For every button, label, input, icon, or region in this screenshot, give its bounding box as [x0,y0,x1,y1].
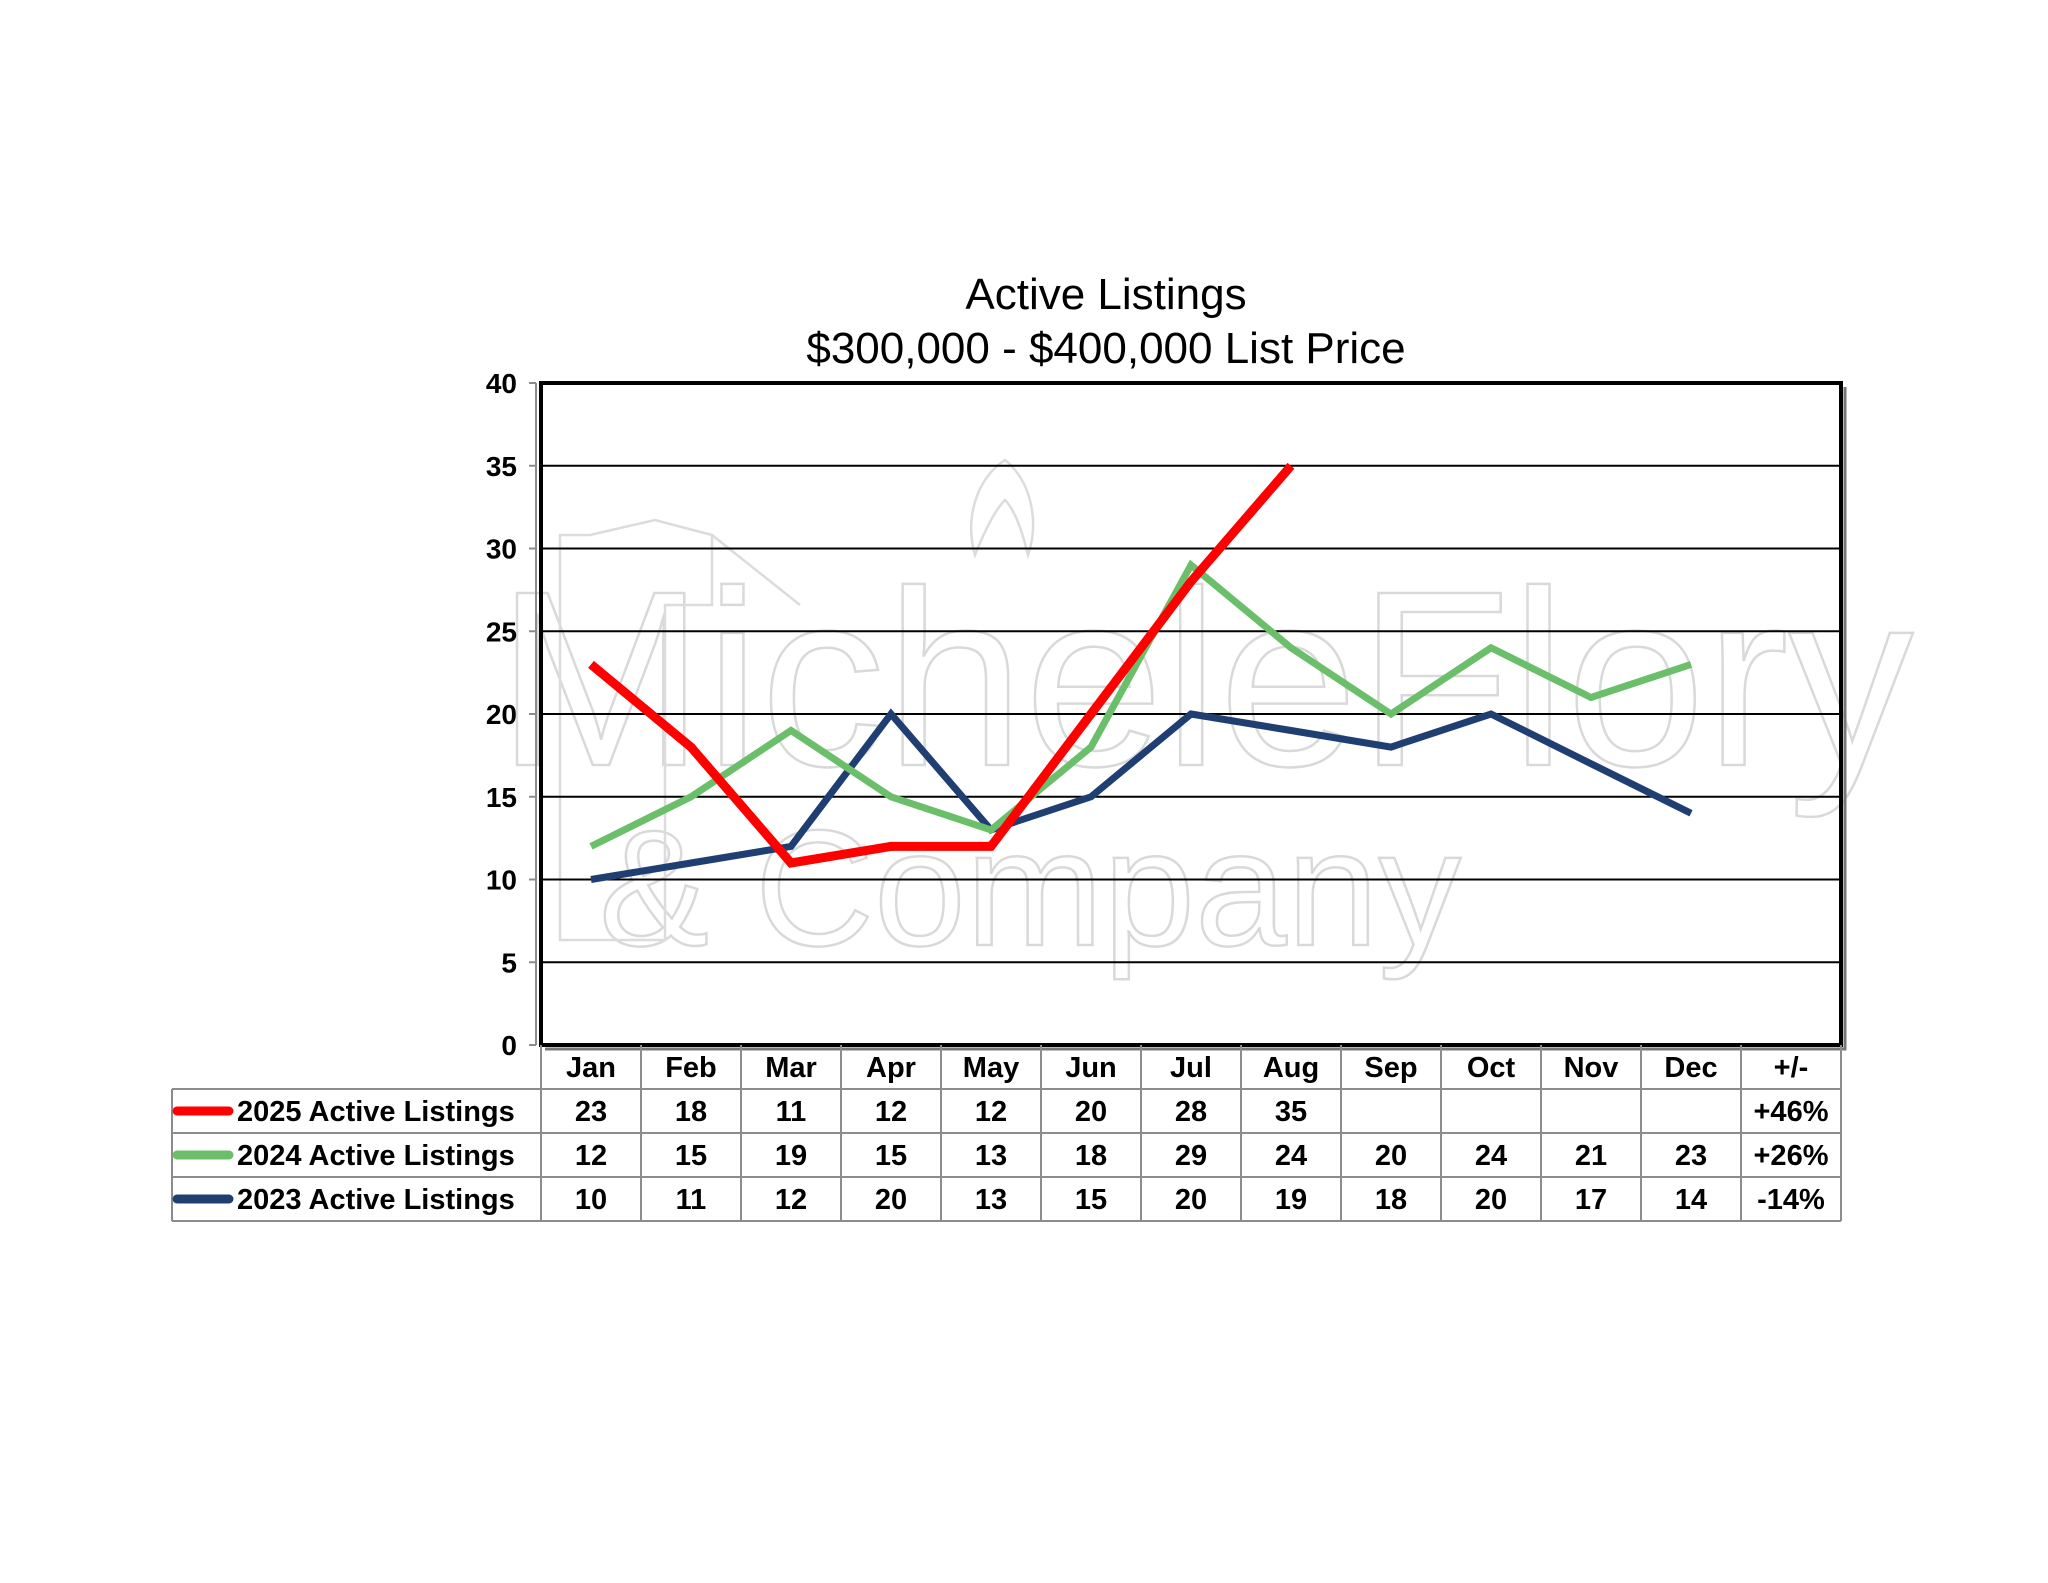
series-line-2025 [588,462,1295,868]
table-value: 29 [1175,1140,1207,1172]
y-axis: 0 5 10 15 20 25 30 35 40 [486,368,537,1061]
table-value: 20 [1475,1184,1507,1216]
table-value: 11 [676,1184,707,1216]
watermark-logo: MicheleFlory& Company [495,458,1915,981]
chart-subtitle: $300,000 - $400,000 List Price [806,324,1405,373]
legend-series-label: 2025 Active Listings [237,1096,515,1128]
table-value: 15 [1075,1184,1107,1216]
x-category-label: May [963,1052,1019,1084]
x-category-label: Nov [1564,1052,1619,1084]
y-tick-label: 25 [486,616,517,647]
change-column-header: +/- [1774,1052,1809,1084]
table-value: 20 [1175,1184,1207,1216]
plot-frame-shadow [545,387,1847,1051]
table-value: 12 [775,1184,807,1216]
watermark-house-icon [558,518,801,942]
table-value: 20 [1375,1140,1407,1172]
table-value: 19 [1275,1184,1307,1216]
x-category-label: Jul [1170,1052,1212,1084]
table-value: 15 [675,1140,707,1172]
x-category-label: Aug [1263,1052,1319,1084]
plot-frame [539,381,1847,1051]
x-category-label: Sep [1364,1052,1417,1084]
plot-frame-border [539,381,1843,1047]
table-value: 15 [875,1140,907,1172]
table-value: 21 [1575,1140,1607,1172]
table-value: 20 [875,1184,907,1216]
x-category-label: Dec [1664,1052,1717,1084]
y-tick-label: 30 [486,534,517,565]
table-value: 18 [1075,1140,1107,1172]
legend-series-label: 2023 Active Listings [237,1184,515,1216]
table-value: 23 [1675,1140,1707,1172]
table-value: 18 [675,1096,707,1128]
table-value: 12 [875,1096,907,1128]
y-tick-label: 0 [501,1030,517,1061]
y-tick-label: 15 [486,782,517,813]
table-value: 12 [975,1096,1007,1128]
y-tick-label: 10 [486,865,517,896]
gridlines [541,464,1841,964]
x-category-label: Jun [1065,1052,1117,1084]
table-value: 35 [1275,1096,1307,1128]
table-value: 10 [575,1184,607,1216]
table-value: 13 [975,1140,1007,1172]
table-value: 24 [1275,1140,1307,1172]
chart-title: Active Listings [965,270,1246,319]
table-value: 24 [1475,1140,1507,1172]
y-tick-label: 35 [486,451,517,482]
x-category-label: Apr [866,1052,916,1084]
table-value: 18 [1375,1184,1407,1216]
x-category-label: Oct [1467,1052,1516,1084]
y-tick-label: 40 [486,368,517,399]
table-value: 17 [1575,1184,1607,1216]
table-value: 14 [1675,1184,1707,1216]
x-category-label: Feb [665,1052,717,1084]
x-category-label: Mar [765,1052,817,1084]
table-value: 11 [776,1096,807,1128]
table-value: 19 [775,1140,807,1172]
table-change-value: +46% [1754,1096,1829,1128]
watermark-leaf-icon [970,458,1035,560]
table-value: 12 [575,1140,607,1172]
series-lines [588,462,1693,883]
legend-series-label: 2024 Active Listings [237,1140,515,1172]
x-category-label: Jan [566,1052,616,1084]
table-change-value: -14% [1757,1184,1825,1216]
table-value: 28 [1175,1096,1207,1128]
data-table: Jan Feb Mar Apr May Jun Jul Aug Sep Oct Nov Dec +/- 2… [171,1045,1842,1222]
series-line-2024 [589,559,1693,850]
table-change-value: +26% [1754,1140,1829,1172]
watermark-line-2: & Company [599,796,1462,980]
table-value: 20 [1075,1096,1107,1128]
table-value: 23 [575,1096,607,1128]
table-value: 13 [975,1184,1007,1216]
y-tick-label: 20 [486,699,517,730]
y-tick-label: 5 [501,947,517,978]
